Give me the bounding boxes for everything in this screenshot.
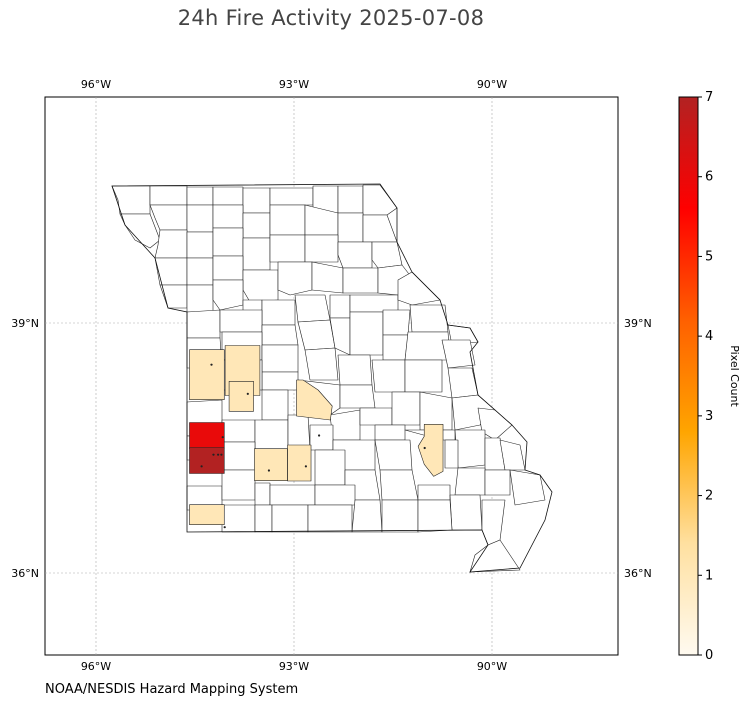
fire-point bbox=[267, 469, 271, 472]
fire-county bbox=[296, 379, 333, 421]
county-boundaries bbox=[111, 184, 546, 573]
fire-counties bbox=[189, 345, 444, 525]
colorbar-tick-label: 6 bbox=[705, 170, 713, 185]
fire-county bbox=[228, 381, 254, 412]
fire-county bbox=[417, 424, 444, 477]
fire-point bbox=[317, 434, 321, 437]
fire-point bbox=[304, 465, 307, 468]
colorbar-tick-label: 3 bbox=[705, 409, 713, 424]
fire-point bbox=[217, 453, 220, 456]
fire-county bbox=[189, 422, 225, 449]
lon-tick: 90°W bbox=[477, 660, 507, 673]
lon-ticks-top: 96°W 93°W 90°W bbox=[81, 78, 507, 91]
source-credit: NOAA/NESDIS Hazard Mapping System bbox=[45, 682, 299, 697]
fire-point bbox=[212, 453, 215, 456]
lat-tick: 39°N bbox=[624, 317, 652, 330]
lon-tick: 93°W bbox=[279, 78, 309, 91]
lat-tick: 36°N bbox=[624, 567, 652, 580]
fire-county bbox=[254, 448, 288, 481]
lat-ticks-right: 39°N 36°N bbox=[624, 317, 652, 580]
lat-tick: 36°N bbox=[11, 567, 39, 580]
colorbar-tick-label: 4 bbox=[705, 329, 713, 344]
lat-ticks-left: 39°N 36°N bbox=[11, 317, 39, 580]
colorbar-label: Pixel Count bbox=[728, 345, 741, 407]
lon-tick: 90°W bbox=[477, 78, 507, 91]
fire-point bbox=[221, 436, 224, 439]
fire-county bbox=[189, 504, 225, 525]
fire-points bbox=[200, 363, 426, 529]
colorbar-ticks: 0 1 2 3 4 5 6 7 bbox=[698, 90, 713, 663]
colorbar-tick-label: 7 bbox=[705, 90, 713, 105]
fire-county bbox=[287, 444, 312, 482]
map-title: 24h Fire Activity 2025-07-08 bbox=[177, 6, 485, 30]
colorbar-tick-label: 1 bbox=[705, 568, 713, 583]
fire-point bbox=[246, 392, 249, 395]
lon-tick: 96°W bbox=[81, 78, 111, 91]
lat-tick: 39°N bbox=[11, 317, 39, 330]
fire-point bbox=[220, 453, 223, 456]
colorbar-tick-label: 0 bbox=[705, 648, 713, 663]
colorbar-tick-label: 2 bbox=[705, 489, 713, 504]
lon-tick: 93°W bbox=[279, 660, 309, 673]
lon-ticks-bottom: 96°W 93°W 90°W bbox=[81, 660, 507, 673]
fire-point bbox=[223, 526, 226, 529]
colorbar-tick-label: 5 bbox=[705, 249, 713, 264]
fire-county bbox=[189, 447, 225, 474]
lon-tick: 96°W bbox=[81, 660, 111, 673]
fire-point bbox=[200, 465, 203, 468]
missouri-outline bbox=[111, 183, 553, 573]
colorbar bbox=[678, 96, 699, 656]
fire-point bbox=[210, 363, 213, 366]
fire-point bbox=[423, 446, 426, 450]
fire-county bbox=[189, 349, 225, 400]
